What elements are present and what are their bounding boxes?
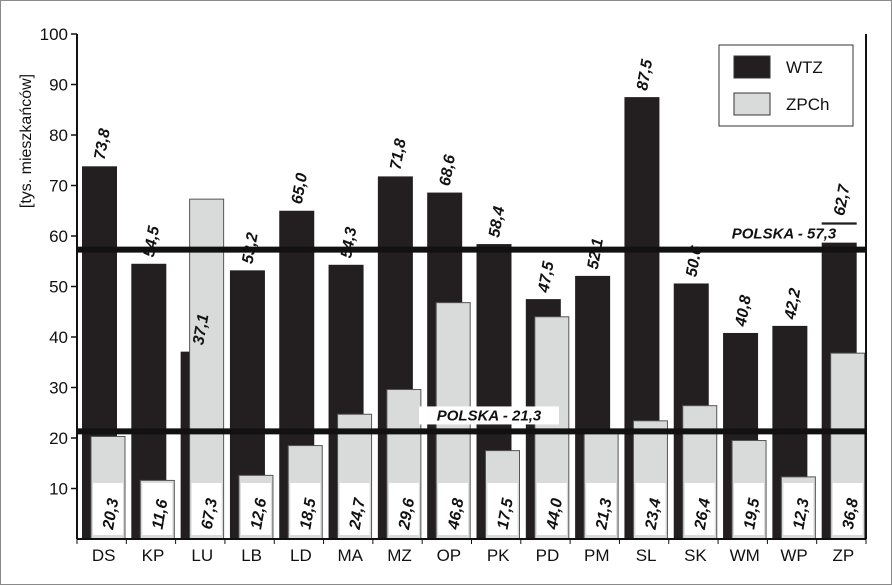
x-tick-label-pm: PM	[584, 546, 610, 565]
data-label-box-zpch-pm	[586, 483, 617, 535]
y-tick-label-10: 10	[49, 480, 68, 499]
data-label-wtz-sl: 87,5	[634, 57, 656, 92]
data-label-zpch-op: 46,8	[445, 497, 467, 532]
data-label-wtz-zp: 62,7	[831, 182, 853, 217]
y-tick-label-70: 70	[49, 177, 68, 196]
legend-label-wtz: WTZ	[786, 58, 823, 77]
data-labels-layer: 73,8 20,3 54,5 11,6 37,1 67,3 53,2 12,6 65,0 18,5…	[92, 57, 863, 535]
y-tick-label-30: 30	[49, 379, 68, 398]
reference-label-1: POLSKA - 21,3	[437, 407, 542, 424]
x-tick-label-ld: LD	[290, 546, 312, 565]
data-label-zpch-sl: 23,4	[642, 497, 664, 532]
axes-layer: DS KP LU LB LD MA MZ OP PK PD PM SL SK WM WP ZP 10 20 30 40…	[40, 25, 867, 565]
x-tick-label-kp: KP	[142, 546, 165, 565]
data-label-zpch-kp: 11,6	[150, 498, 172, 531]
x-tick-label-mz: MZ	[387, 546, 412, 565]
data-label-zpch-wp: 12,3	[791, 497, 813, 531]
reference-label-0: POLSKA - 57,3	[732, 226, 837, 243]
y-tick-label-80: 80	[49, 126, 68, 145]
x-tick-label-wm: WM	[730, 546, 760, 565]
data-label-wtz-wm: 40,8	[733, 294, 755, 329]
data-label-zpch-ld: 18,5	[297, 496, 319, 531]
reference-lines-layer: POLSKA - 57,3 POLSKA - 21,3	[77, 224, 867, 435]
x-tick-label-ma: MA	[337, 546, 363, 565]
data-label-zpch-sk: 26,4	[692, 497, 714, 532]
data-label-wtz-mz: 71,8	[388, 137, 410, 171]
data-label-wtz-ds: 73,8	[92, 127, 114, 161]
data-label-box-zpch-pk	[487, 483, 518, 535]
data-label-box-zpch-lu	[191, 483, 222, 535]
reference-label-bg-1	[419, 406, 559, 425]
data-label-box-zpch-sk	[684, 483, 715, 535]
x-tick-label-op: OP	[437, 546, 462, 565]
x-tick-label-sk: SK	[684, 546, 707, 565]
x-tick-label-lu: LU	[191, 546, 213, 565]
data-label-wtz-kp: 54,5	[141, 224, 163, 259]
data-label-wtz-ma: 54,3	[338, 226, 360, 260]
legend-swatch-zpch	[733, 92, 771, 116]
data-label-zpch-pd: 44,0	[544, 497, 566, 532]
x-tick-label-pk: PK	[487, 546, 510, 565]
data-label-wtz-lu: 37,1	[190, 313, 212, 347]
data-label-wtz-pk: 58,4	[486, 205, 508, 239]
x-tick-label-wp: WP	[780, 546, 807, 565]
data-label-zpch-mz: 29,6	[396, 497, 418, 532]
data-label-box-zpch-wm	[734, 483, 765, 535]
data-label-box-zpch-pd	[536, 483, 567, 535]
data-label-zpch-pk: 17,5	[495, 496, 517, 531]
y-tick-label-40: 40	[49, 328, 68, 347]
y-tick-label-50: 50	[49, 278, 68, 297]
data-label-box-zpch-lb	[240, 483, 271, 535]
y-tick-label-100: 100	[40, 25, 68, 44]
data-label-box-zpch-ma	[339, 483, 370, 535]
data-label-wtz-wp: 42,2	[782, 287, 804, 322]
data-label-box-zpch-kp	[142, 483, 173, 535]
y-axis-label: [tys. mieszkańców]	[18, 74, 35, 208]
data-label-zpch-ma: 24,7	[347, 496, 370, 532]
reference-label-bg-0	[701, 224, 867, 243]
data-label-box-zpch-ds	[93, 483, 123, 535]
x-tick-label-ds: DS	[92, 546, 116, 565]
data-label-wtz-op: 68,6	[437, 154, 459, 188]
legend: WTZ ZPCh	[718, 44, 854, 127]
y-tick-label-90: 90	[49, 76, 68, 95]
y-tick-label-60: 60	[49, 227, 68, 246]
data-label-zpch-zp: 36,8	[840, 497, 862, 531]
x-tick-label-zp: ZP	[832, 546, 854, 565]
data-label-box-zpch-zp	[832, 483, 863, 535]
data-label-box-zpch-mz	[388, 483, 419, 535]
data-label-wtz-ld: 65,0	[289, 172, 311, 206]
data-label-zpch-lb: 12,6	[248, 497, 270, 531]
x-tick-label-lb: LB	[241, 546, 262, 565]
data-label-wtz-lb: 53,2	[240, 231, 262, 265]
x-tick-label-pd: PD	[536, 546, 560, 565]
legend-swatch-wtz	[733, 55, 771, 79]
data-label-box-zpch-wp	[783, 483, 814, 535]
data-label-zpch-lu: 67,3	[199, 497, 221, 531]
data-label-box-zpch-ld	[290, 483, 321, 535]
legend-label-zpch: ZPCh	[786, 95, 829, 114]
data-label-wtz-sk: 50.6	[683, 244, 705, 278]
data-label-zpch-ds: 20,3	[100, 497, 122, 532]
y-tick-label-20: 20	[49, 429, 68, 448]
data-label-zpch-wm: 19,5	[741, 496, 763, 531]
data-label-wtz-pm: 52,1	[585, 237, 607, 271]
data-label-box-zpch-op	[438, 483, 469, 535]
data-label-wtz-pd: 47,5	[535, 259, 558, 295]
data-label-zpch-pm: 21,3	[593, 497, 615, 532]
data-label-box-zpch-sl	[635, 483, 666, 535]
x-tick-label-sl: SL	[636, 546, 657, 565]
